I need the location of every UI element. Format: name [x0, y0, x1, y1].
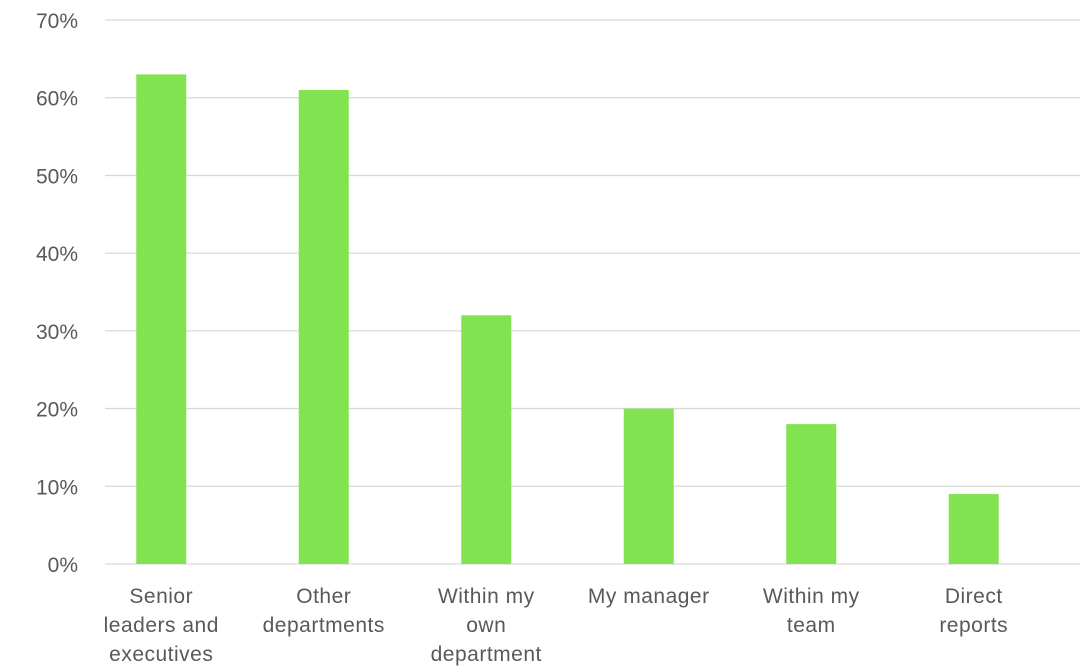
x-tick-label-line: Within my [763, 585, 860, 608]
x-tick-label-line: department [431, 643, 542, 666]
bar [623, 408, 674, 564]
y-tick-label: 40% [36, 243, 78, 266]
bars [136, 74, 999, 565]
y-axis: 0% 10% 20% 30% 40% 50% 60% 70% [36, 10, 78, 577]
x-tick-label: My manager [588, 585, 710, 608]
x-tick-label-line: Senior [129, 585, 193, 608]
y-tick-label: 10% [36, 476, 78, 499]
x-tick-label-line: own [466, 614, 506, 637]
x-tick-label-line: reports [939, 614, 1008, 637]
x-tick-label-line: Within my [438, 585, 535, 608]
x-tick-label-line: My manager [588, 585, 710, 608]
y-tick-label: 20% [36, 399, 78, 422]
y-tick-label: 70% [36, 10, 78, 33]
y-tick-label: 50% [36, 165, 78, 188]
bar [136, 74, 187, 565]
x-tick-label-line: team [787, 614, 836, 637]
bar [786, 424, 837, 564]
x-tick-label-line: departments [263, 614, 385, 637]
bar [461, 315, 512, 564]
x-tick-label-line: executives [109, 643, 213, 666]
x-tick-label: Senior leaders and executives [104, 585, 219, 666]
x-tick-label: Within my team [763, 585, 860, 637]
x-axis: Senior leaders and executives Other departme… [104, 585, 1008, 666]
y-tick-label: 0% [48, 554, 78, 577]
bar [948, 494, 999, 564]
y-tick-label: 60% [36, 88, 78, 111]
x-tick-label-line: leaders and [104, 614, 219, 637]
x-tick-label: Within my own department [431, 585, 542, 666]
y-tick-label: 30% [36, 321, 78, 344]
gridlines [105, 19, 1080, 565]
x-tick-label: Direct reports [939, 585, 1008, 637]
x-tick-label: Other departments [263, 585, 385, 637]
bar [298, 89, 349, 564]
x-tick-label-line: Other [296, 585, 351, 608]
x-tick-label-line: Direct [945, 585, 1003, 608]
